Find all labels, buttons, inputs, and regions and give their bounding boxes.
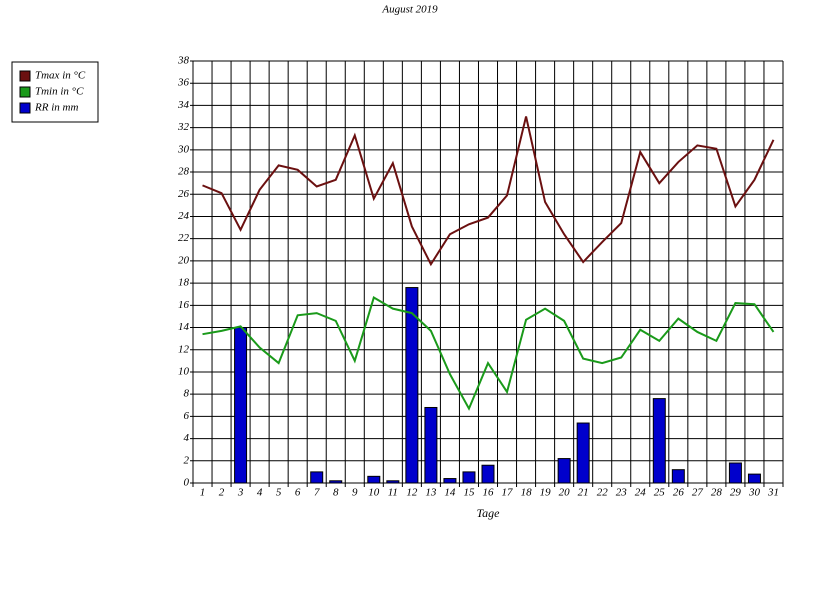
bar	[652, 398, 666, 484]
y-tick-label: 26	[178, 188, 190, 200]
legend-swatch	[19, 70, 31, 82]
bar	[443, 478, 457, 484]
line	[202, 116, 775, 267]
x-tick-label: 2	[219, 487, 225, 499]
y-tick-label: 12	[178, 343, 190, 355]
y-tick-label: 22	[178, 232, 190, 244]
bar	[671, 469, 685, 484]
y-tick-label: 0	[184, 477, 190, 489]
legend-swatch	[19, 102, 31, 114]
legend-label: Tmax in °C	[35, 70, 86, 82]
y-tick-label: 30	[177, 143, 190, 155]
legend-label: RR in mm	[34, 102, 78, 114]
x-tick-label: 17	[502, 487, 514, 499]
x-tick-label: 11	[388, 487, 398, 499]
x-tick-label: 22	[597, 487, 609, 499]
x-tick-label: 10	[368, 487, 380, 499]
x-tick-label: 6	[295, 487, 301, 499]
x-tick-label: 23	[616, 487, 628, 499]
x-tick-label: 26	[673, 487, 685, 499]
bar	[424, 406, 438, 484]
y-tick-label: 38	[177, 55, 190, 67]
chart-title: August 2019	[381, 4, 438, 16]
x-tick-label: 21	[578, 487, 589, 499]
y-tick-label: 4	[184, 432, 190, 444]
y-tick-label: 28	[178, 166, 190, 178]
x-tick-label: 24	[635, 487, 647, 499]
x-tick-label: 16	[483, 487, 495, 499]
x-tick-label: 19	[540, 487, 552, 499]
x-tick-label: 18	[521, 487, 533, 499]
y-tick-label: 16	[178, 299, 190, 311]
y-tick-label: 36	[177, 77, 190, 89]
x-tick-label: 4	[257, 487, 263, 499]
bar	[557, 458, 571, 484]
bar	[481, 464, 495, 484]
legend-label: Tmin in °C	[35, 86, 84, 98]
x-tick-label: 3	[237, 487, 244, 499]
bar	[234, 327, 248, 484]
bar	[310, 471, 324, 484]
y-tick-label: 2	[184, 454, 190, 466]
bar	[747, 473, 761, 484]
bar	[405, 287, 419, 484]
x-tick-label: 15	[463, 487, 475, 499]
x-tick-label: 12	[406, 487, 418, 499]
bar	[329, 480, 343, 484]
bar	[462, 471, 476, 484]
x-tick-label: 29	[730, 487, 742, 499]
x-tick-label: 7	[314, 487, 320, 499]
x-tick-label: 30	[748, 487, 761, 499]
x-tick-label: 9	[352, 487, 358, 499]
legend-swatch	[19, 86, 31, 98]
x-tick-label: 14	[444, 487, 456, 499]
x-tick-label: 27	[692, 487, 704, 499]
y-tick-label: 14	[178, 321, 190, 333]
x-tick-label: 31	[767, 487, 779, 499]
y-tick-label: 10	[178, 365, 190, 377]
y-tick-label: 18	[178, 277, 190, 289]
bar	[386, 480, 400, 484]
bar	[576, 422, 590, 484]
x-tick-label: 20	[559, 487, 571, 499]
bar	[728, 462, 742, 484]
y-tick-label: 20	[178, 254, 190, 266]
y-tick-label: 8	[184, 388, 190, 400]
y-tick-label: 6	[184, 410, 190, 422]
x-tick-label: 5	[276, 487, 282, 499]
x-axis-label: Tage	[477, 506, 501, 520]
x-tick-label: 1	[200, 487, 206, 499]
y-tick-label: 32	[177, 121, 190, 133]
x-tick-label: 13	[425, 487, 437, 499]
x-tick-label: 25	[654, 487, 666, 499]
bar	[367, 475, 381, 484]
x-tick-label: 8	[333, 487, 339, 499]
x-tick-label: 28	[711, 487, 723, 499]
line	[202, 296, 775, 411]
y-tick-label: 34	[177, 99, 190, 111]
y-tick-label: 24	[178, 210, 190, 222]
